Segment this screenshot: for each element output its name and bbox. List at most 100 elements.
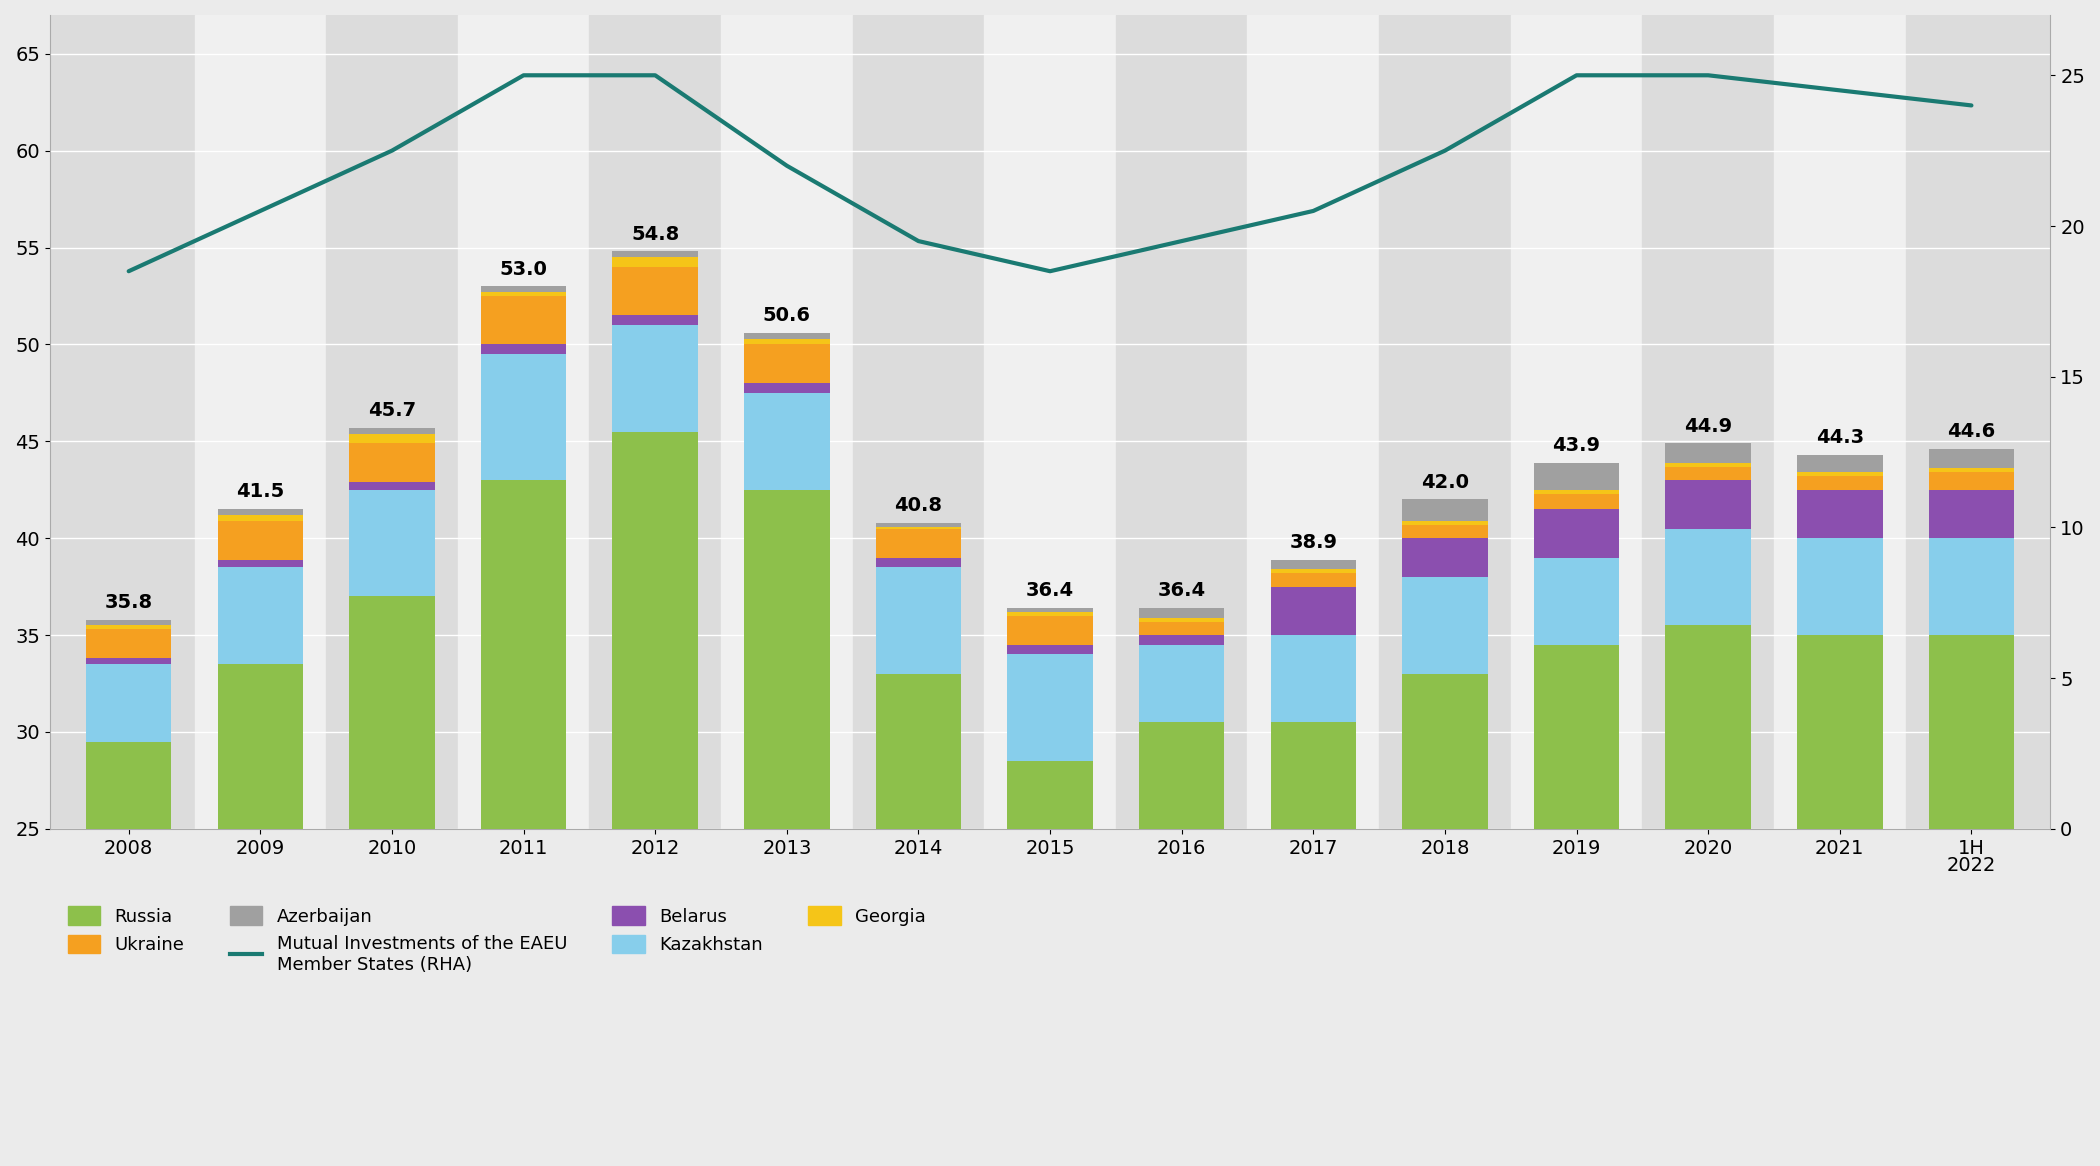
Bar bbox=[481, 293, 567, 296]
Bar bbox=[458, 15, 590, 829]
Bar bbox=[613, 315, 697, 325]
Bar bbox=[1403, 499, 1487, 521]
Bar bbox=[1008, 616, 1092, 645]
Bar bbox=[1270, 586, 1357, 635]
Bar bbox=[613, 325, 697, 431]
Bar bbox=[349, 443, 435, 482]
Bar bbox=[1665, 443, 1751, 463]
Bar bbox=[1008, 607, 1092, 612]
Bar bbox=[1510, 15, 1642, 829]
Bar bbox=[613, 252, 697, 258]
Bar bbox=[326, 15, 458, 829]
Bar bbox=[613, 431, 697, 829]
Text: 35.8: 35.8 bbox=[105, 592, 153, 612]
Bar bbox=[985, 15, 1115, 829]
Legend: Russia, Ukraine, Azerbaijan, Mutual Investments of the EAEU
Member States (RHA),: Russia, Ukraine, Azerbaijan, Mutual Inve… bbox=[59, 898, 934, 983]
Bar bbox=[1270, 560, 1357, 569]
Bar bbox=[1403, 539, 1487, 577]
Bar bbox=[1774, 15, 1905, 829]
Bar bbox=[86, 625, 172, 630]
Bar bbox=[481, 354, 567, 480]
Bar bbox=[218, 515, 302, 521]
Bar bbox=[743, 384, 830, 393]
Bar bbox=[218, 665, 302, 829]
Bar bbox=[1533, 493, 1619, 510]
Bar bbox=[349, 434, 435, 443]
Bar bbox=[481, 287, 567, 293]
Bar bbox=[349, 482, 435, 490]
Text: 43.9: 43.9 bbox=[1552, 436, 1600, 455]
Bar bbox=[481, 480, 567, 829]
Bar bbox=[1928, 539, 2014, 635]
Bar bbox=[1905, 15, 2037, 829]
Bar bbox=[195, 15, 326, 829]
Bar bbox=[1928, 472, 2014, 490]
Bar bbox=[1798, 455, 1882, 472]
Bar bbox=[1533, 557, 1619, 645]
Text: 44.3: 44.3 bbox=[1816, 428, 1865, 447]
Bar bbox=[1270, 574, 1357, 586]
Bar bbox=[481, 296, 567, 344]
Bar bbox=[876, 527, 962, 528]
Bar bbox=[853, 15, 985, 829]
Bar bbox=[876, 674, 962, 829]
Text: 53.0: 53.0 bbox=[500, 260, 548, 279]
Bar bbox=[1380, 15, 1510, 829]
Text: 36.4: 36.4 bbox=[1157, 581, 1205, 600]
Bar bbox=[1403, 525, 1487, 539]
Bar bbox=[720, 15, 853, 829]
Bar bbox=[1403, 521, 1487, 525]
Bar bbox=[1665, 480, 1751, 528]
Bar bbox=[86, 619, 172, 625]
Bar bbox=[1798, 476, 1882, 490]
Bar bbox=[1798, 490, 1882, 539]
Bar bbox=[1115, 15, 1247, 829]
Bar bbox=[1798, 472, 1882, 476]
Bar bbox=[1138, 645, 1224, 722]
Bar bbox=[1138, 618, 1224, 621]
Bar bbox=[1533, 490, 1619, 493]
Text: 45.7: 45.7 bbox=[368, 401, 416, 420]
Text: 40.8: 40.8 bbox=[895, 496, 943, 515]
Bar bbox=[876, 557, 962, 568]
Bar bbox=[86, 665, 172, 742]
Bar bbox=[743, 338, 830, 344]
Text: 36.4: 36.4 bbox=[1027, 581, 1073, 600]
Bar bbox=[1642, 15, 1774, 829]
Bar bbox=[1270, 722, 1357, 829]
Bar bbox=[743, 490, 830, 829]
Text: 44.9: 44.9 bbox=[1684, 416, 1732, 436]
Bar bbox=[876, 528, 962, 557]
Bar bbox=[218, 510, 302, 515]
Bar bbox=[86, 742, 172, 829]
Bar bbox=[1928, 449, 2014, 469]
Text: 38.9: 38.9 bbox=[1289, 533, 1338, 552]
Bar bbox=[1928, 490, 2014, 539]
Bar bbox=[1138, 621, 1224, 635]
Bar bbox=[1403, 674, 1487, 829]
Bar bbox=[743, 344, 830, 384]
Bar bbox=[218, 568, 302, 665]
Bar bbox=[86, 630, 172, 659]
Text: 41.5: 41.5 bbox=[235, 483, 284, 501]
Bar bbox=[1665, 528, 1751, 625]
Bar bbox=[1533, 463, 1619, 490]
Text: 42.0: 42.0 bbox=[1422, 472, 1468, 492]
Bar bbox=[481, 344, 567, 354]
Bar bbox=[1008, 612, 1092, 616]
Bar bbox=[349, 428, 435, 434]
Bar bbox=[590, 15, 720, 829]
Bar bbox=[349, 490, 435, 596]
Bar bbox=[1928, 469, 2014, 472]
Bar bbox=[1665, 463, 1751, 466]
Text: 50.6: 50.6 bbox=[762, 305, 811, 325]
Bar bbox=[1270, 569, 1357, 574]
Bar bbox=[1138, 607, 1224, 618]
Bar bbox=[1798, 635, 1882, 829]
Bar bbox=[743, 393, 830, 490]
Bar bbox=[1008, 654, 1092, 761]
Bar bbox=[876, 568, 962, 674]
Bar bbox=[1247, 15, 1380, 829]
Bar bbox=[218, 521, 302, 560]
Text: 54.8: 54.8 bbox=[632, 225, 678, 244]
